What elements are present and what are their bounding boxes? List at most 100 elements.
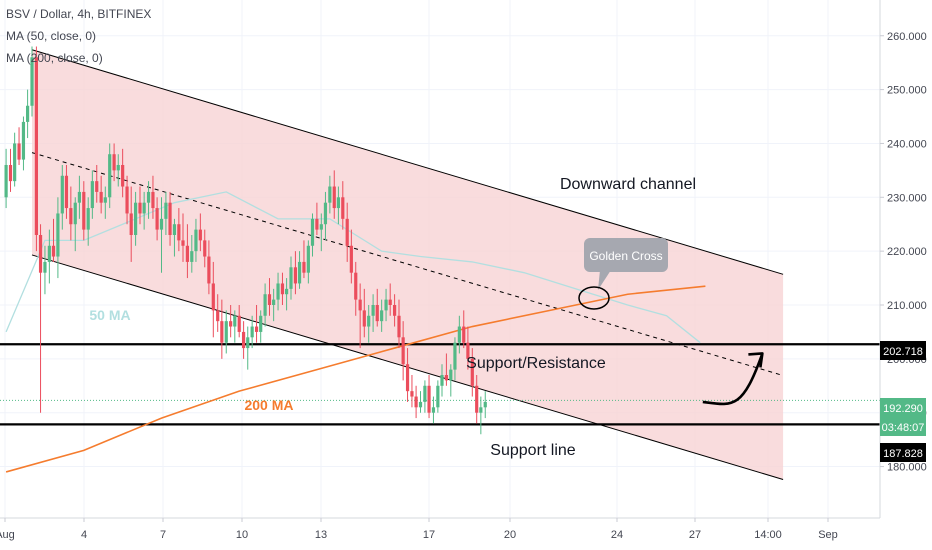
candle-body [69,208,73,225]
candle-body [56,213,60,257]
candle-body [43,261,47,273]
downward-channel-label: Downward channel [560,176,696,193]
candle-body [453,342,457,370]
candles [4,46,487,435]
candle-32 [142,191,146,230]
candle-body [444,375,448,381]
candle-body [95,181,99,192]
candle-23 [103,186,107,219]
candle-body [207,256,211,284]
candle-51 [224,310,228,354]
candle-56 [246,326,250,370]
candle-body [198,229,202,241]
candle-28 [125,175,129,225]
candle-50 [220,299,224,359]
candle-body [328,186,332,203]
candle-body [354,272,358,300]
time-tick-label-4: 13 [315,529,327,541]
candle-33 [146,181,151,219]
candle-34 [151,175,155,219]
candle-74 [323,191,328,241]
golden-cross-callout[interactable]: Golden Cross [578,238,668,310]
candle-body [82,191,86,230]
price-tick-label-8: 260.000 [887,31,927,43]
chart-title: BSV / Dollar, 4h, BITFINEX [6,7,152,21]
channel-mid-line[interactable] [31,152,784,377]
candle-77 [336,186,340,225]
candle-95 [414,385,418,419]
candle-73 [319,213,323,252]
projection-arrow[interactable] [702,353,764,406]
candle-body [190,251,194,262]
candle-97 [423,380,427,413]
time-axis[interactable]: Aug 4 7 10 13 17 20 24 27 14:00 Sep [0,518,838,541]
candle-body [367,315,371,327]
legend-ma200[interactable]: MA (200, close, 0) [6,51,103,65]
candle-0 [4,148,8,209]
candle-89 [388,283,392,316]
candle-18 [82,181,86,241]
candle-37 [164,191,168,235]
candle-body [112,154,116,171]
candle-100 [436,380,440,413]
candle-75 [328,175,332,214]
candle-68 [297,251,302,289]
candle-body [310,218,315,246]
candle-body [8,164,13,182]
candle-body [181,240,185,246]
channel-upper-line[interactable] [31,49,784,275]
price-tick-label-7: 250.000 [887,85,927,97]
candle-27 [121,148,125,198]
candle-body [302,261,306,273]
candle-108 [470,348,474,397]
candle-99 [431,396,436,424]
candle-body [121,164,125,187]
candle-92 [401,321,405,381]
candle-52 [229,305,233,338]
candle-body [211,283,215,311]
candle-105 [457,315,461,354]
candle-body [362,310,366,327]
candle-body [194,229,198,252]
candle-41 [181,213,185,262]
price-axis[interactable]: 180.000190.000200.000210.000220.000230.0… [880,31,927,474]
candle-110 [479,396,483,435]
candle-40 [177,208,181,252]
candle-body [34,57,39,235]
legend-ma50[interactable]: MA (50, close, 0) [6,29,97,43]
candle-body [203,240,207,257]
candle-body [185,245,189,262]
candle-body [151,191,155,209]
candle-body [457,326,461,343]
candle-24 [108,143,112,209]
candle-72 [315,202,319,235]
candle-55 [242,321,246,359]
candle-1 [8,148,13,192]
candle-body [349,245,353,273]
candle-body [134,202,138,235]
candle-57 [250,315,254,349]
candle-65 [284,278,289,311]
candle-11 [51,218,56,262]
candle-21 [95,164,99,203]
candle-body [86,208,90,230]
candle-body [319,224,323,230]
candle-body [397,315,401,338]
candle-81 [354,261,358,316]
candle-83 [362,288,366,338]
candle-body [462,326,466,343]
candle-38 [168,191,172,246]
candle-17 [77,175,81,219]
candle-body [431,407,436,413]
candle-body [259,315,263,332]
candle-7 [34,46,39,252]
support-resistance-label: Support/Resistance [466,355,606,372]
candle-body [393,305,397,316]
candle-body [224,321,228,343]
candle-body [142,202,146,214]
candle-body [280,283,285,295]
candle-body [4,164,8,198]
candle-10 [47,229,51,284]
